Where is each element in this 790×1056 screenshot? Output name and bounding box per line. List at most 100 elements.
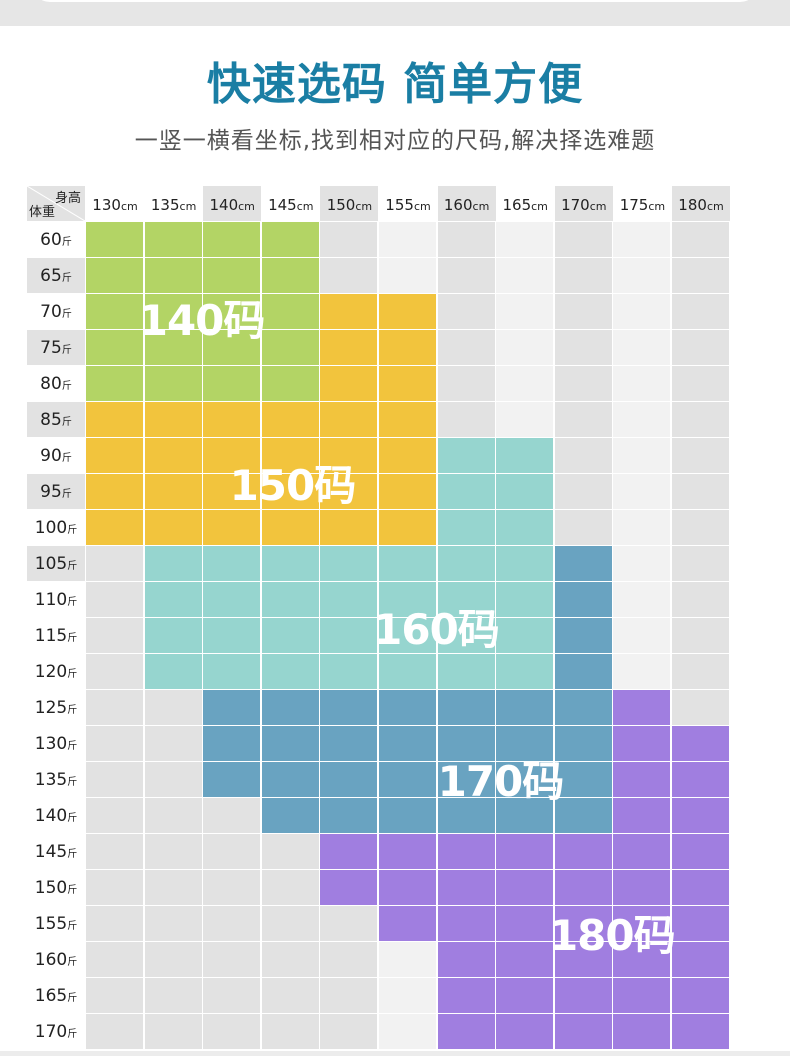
size-cell-160码 <box>203 618 261 653</box>
empty-cell <box>379 258 436 293</box>
empty-cell <box>379 1014 436 1049</box>
size-cell-150码 <box>86 510 143 545</box>
empty-cell <box>86 582 143 617</box>
empty-cell <box>203 906 261 941</box>
size-cell-180码 <box>554 870 612 905</box>
empty-cell <box>437 330 495 365</box>
size-cell-140码 <box>203 222 261 257</box>
row-header-145: 145斤 <box>27 834 85 869</box>
empty-cell <box>437 402 495 437</box>
page-title: 快速选码 简单方便 <box>206 59 584 110</box>
size-cell-160码 <box>144 618 202 653</box>
height-value: 145 <box>268 196 297 214</box>
empty-cell <box>554 330 612 365</box>
height-unit: cm <box>413 200 431 213</box>
empty-cell <box>672 402 729 437</box>
size-cell-160码 <box>437 474 495 509</box>
size-cell-180码 <box>554 1014 612 1049</box>
empty-cell <box>613 438 671 473</box>
weight-value: 75 <box>40 338 62 358</box>
column-header-140: 140cm <box>203 186 262 221</box>
corner-weight-label: 体重 <box>29 205 56 220</box>
weight-value: 60 <box>40 230 62 250</box>
column-header-135: 135cm <box>144 186 203 221</box>
size-cell-150码 <box>261 510 319 545</box>
size-cell-180码 <box>496 942 554 977</box>
top-card-edge <box>32 0 758 2</box>
size-cell-160码 <box>320 618 378 653</box>
empty-cell <box>613 510 671 545</box>
size-cell-180码 <box>437 1014 495 1049</box>
size-cell-160码 <box>437 546 495 581</box>
height-value: 150 <box>326 196 356 214</box>
size-cell-180码 <box>496 1014 554 1049</box>
size-cell-150码 <box>379 510 436 545</box>
size-cell-170码 <box>379 726 436 761</box>
size-cell-180码 <box>379 834 436 869</box>
empty-cell <box>379 222 436 257</box>
size-cell-140码 <box>203 294 261 329</box>
size-cell-180码 <box>672 942 729 977</box>
height-value: 160 <box>443 196 473 214</box>
size-cell-150码 <box>86 402 143 437</box>
size-cell-170码 <box>261 762 319 797</box>
height-value: 135 <box>150 196 180 214</box>
column-header-160: 160cm <box>437 186 496 221</box>
empty-cell <box>144 726 202 761</box>
empty-cell <box>379 978 436 1013</box>
column-header-130: 130cm <box>86 186 144 221</box>
weight-unit: 斤 <box>67 561 78 572</box>
weight-value: 70 <box>40 302 62 322</box>
size-cell-170码 <box>554 798 612 833</box>
size-cell-170码 <box>554 618 612 653</box>
size-cell-170码 <box>379 690 436 725</box>
size-cell-160码 <box>437 510 495 545</box>
height-value: 165 <box>502 196 532 214</box>
size-cell-180码 <box>437 870 495 905</box>
page-subtitle: 一竖一横看坐标,找到相对应的尺码,解决择选难题 <box>134 128 656 154</box>
empty-cell <box>86 654 143 689</box>
size-cell-140码 <box>144 366 202 401</box>
size-cell-140码 <box>144 330 202 365</box>
size-cell-180码 <box>379 870 436 905</box>
size-cell-170码 <box>437 726 495 761</box>
size-cell-150码 <box>261 474 319 509</box>
weight-unit: 斤 <box>61 345 72 356</box>
size-cell-170码 <box>554 726 612 761</box>
size-cell-150码 <box>203 402 261 437</box>
height-unit: cm <box>355 200 373 213</box>
size-cell-150码 <box>144 438 202 473</box>
weight-value: 80 <box>40 374 62 394</box>
empty-cell <box>672 510 729 545</box>
empty-cell <box>320 258 378 293</box>
weight-value: 155 <box>34 914 68 934</box>
size-cell-160码 <box>203 582 261 617</box>
size-cell-180码 <box>496 906 554 941</box>
size-cell-170码 <box>437 798 495 833</box>
size-cell-180码 <box>613 798 671 833</box>
size-cell-160码 <box>203 546 261 581</box>
empty-cell <box>496 330 554 365</box>
weight-value: 135 <box>34 770 68 790</box>
weight-value: 115 <box>34 626 68 646</box>
size-cell-160码 <box>144 582 202 617</box>
size-cell-160码 <box>437 654 495 689</box>
empty-cell <box>672 294 729 329</box>
weight-unit: 斤 <box>61 489 72 500</box>
size-cell-180码 <box>613 762 671 797</box>
empty-cell <box>496 366 554 401</box>
size-label-170码: 170码 <box>437 756 565 806</box>
column-header-175: 175cm <box>613 186 672 221</box>
size-cell-180码 <box>672 906 729 941</box>
size-cell-170码 <box>554 546 612 581</box>
size-cell-140码 <box>261 258 319 293</box>
size-cell-170码 <box>320 798 378 833</box>
empty-cell <box>320 978 378 1013</box>
size-cell-180码 <box>672 726 729 761</box>
size-cell-170码 <box>496 762 554 797</box>
empty-cell <box>554 474 612 509</box>
empty-cell <box>672 474 729 509</box>
empty-cell <box>672 366 729 401</box>
size-cell-150码 <box>86 438 143 473</box>
size-cell-150码 <box>320 366 378 401</box>
